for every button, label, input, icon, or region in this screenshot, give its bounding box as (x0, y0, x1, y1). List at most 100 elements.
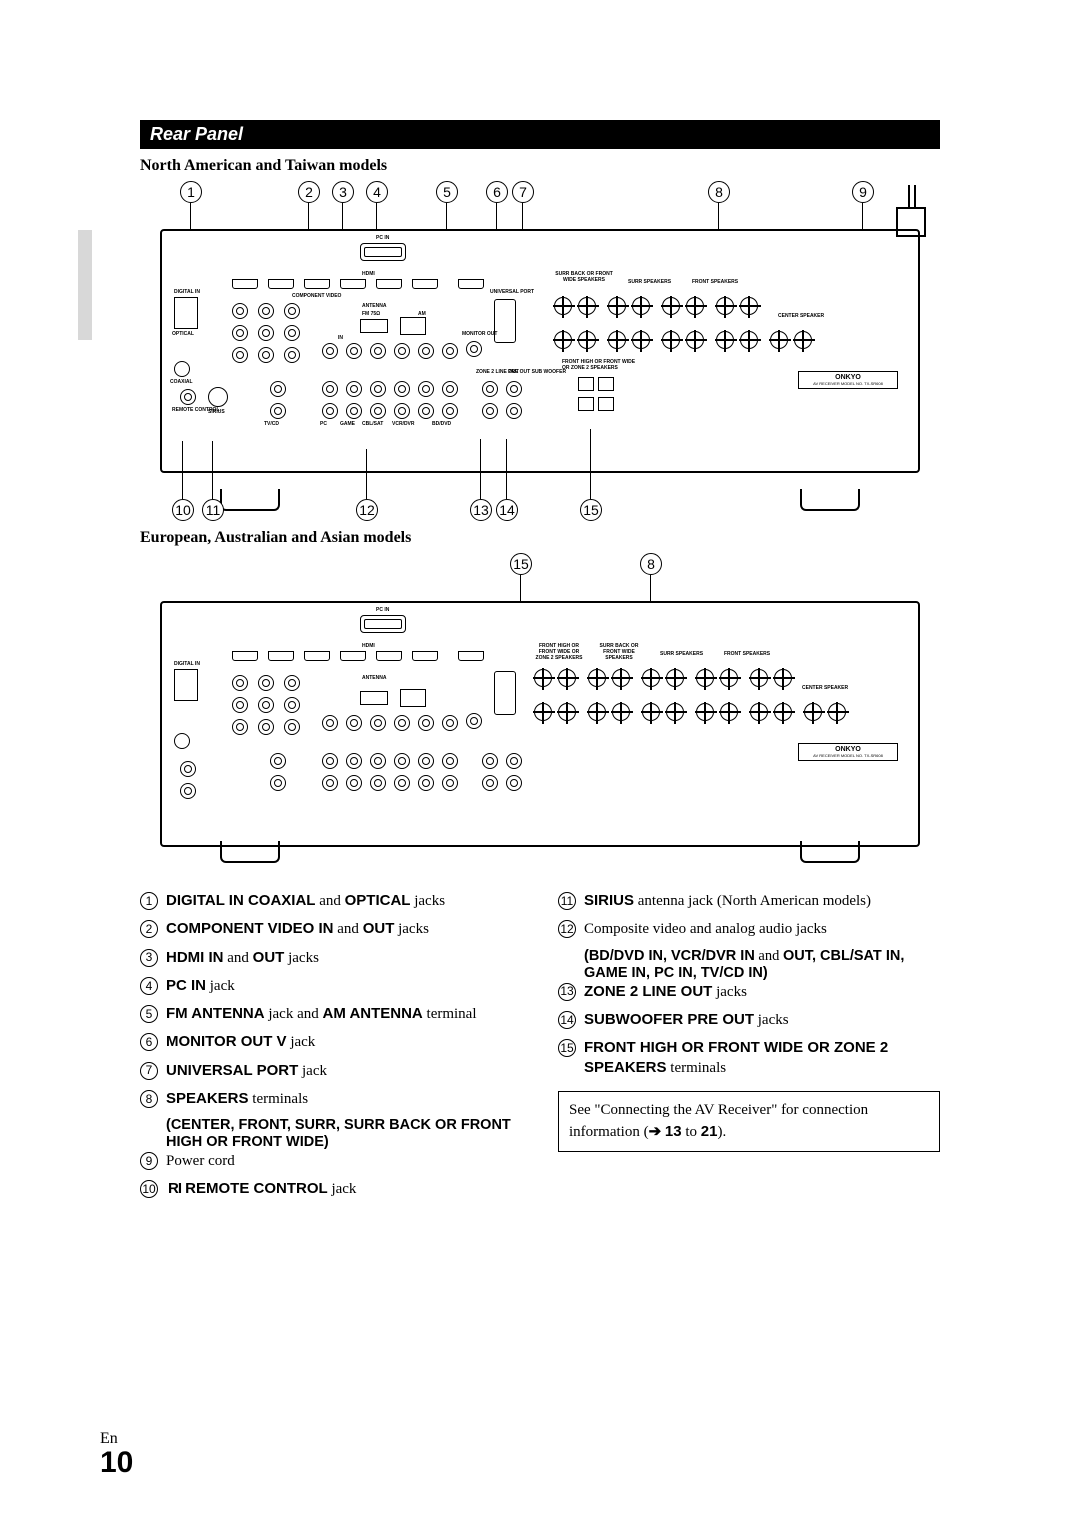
page-footer: En 10 (100, 1430, 133, 1478)
legend-number: 11 (558, 892, 576, 910)
hdmi-out (458, 279, 484, 289)
callout-1: 1 (180, 181, 202, 203)
legend-number: 15 (558, 1039, 576, 1057)
legend-number: 9 (140, 1152, 158, 1170)
legend-text: Power cord (166, 1151, 235, 1171)
legend-item-4: 4PC IN jack (140, 976, 522, 996)
coax-1 (174, 361, 190, 377)
legend-item-3: 3 HDMI IN and OUT jacks (140, 948, 522, 968)
label-hdmi: HDMI (362, 271, 375, 277)
hdmi-5 (376, 279, 402, 289)
legend-text: SUBWOOFER PRE OUT jacks (584, 1010, 789, 1030)
callout-5: 5 (436, 181, 458, 203)
callout-14: 14 (496, 499, 518, 521)
label-in: IN (338, 335, 343, 341)
subheading-na: North American and Taiwan models (140, 157, 940, 175)
diagram-na: 1 2 3 4 5 6 7 8 9 PC IN HDMI DIGITAL IN … (140, 181, 940, 521)
callout-13: 13 (470, 499, 492, 521)
note-post: ). (717, 1124, 726, 1140)
legend-text: Composite video and analog audio jacks (584, 919, 827, 939)
label-uport: UNIVERSAL PORT (490, 289, 534, 295)
legend-item-14: 14 SUBWOOFER PRE OUT jacks (558, 1010, 940, 1030)
callout-2: 2 (298, 181, 320, 203)
legend-col-left: 1DIGITAL IN COAXIAL and OPTICAL jacks 2 CO… (140, 891, 522, 1208)
legend-number: 4 (140, 977, 158, 995)
label-surr-eu: SURR SPEAKERS (660, 651, 703, 657)
legend-number: 10 (140, 1180, 158, 1198)
label-optical: OPTICAL (172, 331, 194, 337)
label-fronthigh: FRONT HIGH OR FRONT WIDE OR ZONE 2 SPEAK… (562, 359, 642, 371)
legend-text: COMPONENT VIDEO IN and OUT jacks (166, 919, 429, 939)
legend-item-6: 6 MONITOR OUT V jack (140, 1032, 522, 1052)
legend-number: 14 (558, 1011, 576, 1029)
legend-item-1: 1DIGITAL IN COAXIAL and OPTICAL jacks (140, 891, 522, 911)
legend-text: FM ANTENNA jack and AM ANTENNA terminal (166, 1004, 477, 1024)
legend-item-12: 12 Composite video and analog audio jacks (558, 919, 940, 939)
legend-number: 3 (140, 949, 158, 967)
legend-item-8: 8 SPEAKERS terminals (140, 1089, 522, 1109)
label-center-eu: CENTER SPEAKER (802, 685, 848, 691)
note-mid: to (682, 1124, 701, 1140)
legend-number: 2 (140, 920, 158, 938)
label-pcin-eu: PC IN (376, 607, 389, 613)
label-front: FRONT SPEAKERS (692, 279, 738, 285)
note-p2: 21 (701, 1123, 718, 1140)
brand-text: ONKYO (801, 374, 895, 381)
optical-block (174, 297, 198, 329)
label-fronthigh-eu: FRONT HIGH OR FRONT WIDE OR ZONE 2 SPEAK… (534, 643, 584, 661)
label-front-eu: FRONT SPEAKERS (724, 651, 770, 657)
label-coaxial: COAXIAL (170, 379, 193, 385)
legend-sub: (BD/DVD IN, VCR/DVR IN and OUT, CBL/SAT … (584, 948, 940, 982)
legend-number: 1 (140, 892, 158, 910)
legend-item-2: 2 COMPONENT VIDEO IN and OUT jacks (140, 919, 522, 939)
label-fm: FM 75Ω (362, 311, 380, 317)
callout-4: 4 (366, 181, 388, 203)
legend-item-13: 13ZONE 2 LINE OUT jacks (558, 982, 940, 1002)
subheading-eu: European, Australian and Asian models (140, 529, 940, 547)
callout-10: 10 (172, 499, 194, 521)
label-digitalin: DIGITAL IN (174, 289, 200, 295)
callout-3: 3 (332, 181, 354, 203)
callout-9: 9 (852, 181, 874, 203)
legend-number: 12 (558, 920, 576, 938)
vga-port (360, 243, 406, 261)
section-header: Rear Panel (140, 120, 940, 149)
legend-text: ZONE 2 LINE OUT jacks (584, 982, 747, 1002)
legend-text: SIRIUS antenna jack (North American mode… (584, 891, 871, 911)
legend-number: 5 (140, 1005, 158, 1023)
legend-text: MONITOR OUT V jack (166, 1032, 315, 1052)
label-surrback-eu: SURR BACK OR FRONT WIDE SPEAKERS (594, 643, 644, 661)
diagram-eu: 15 8 PC IN HDMI DIGITAL IN ANTENNA (140, 553, 940, 873)
label-antenna: ANTENNA (362, 303, 386, 309)
callout-15: 15 (580, 499, 602, 521)
label-sirius: SIRIUS (208, 409, 225, 415)
label-tvcd: TV/CD (264, 421, 279, 427)
label-hdmi-eu: HDMI (362, 643, 375, 649)
brand-text-eu: ONKYO (801, 746, 895, 753)
note-box: See "Connecting the AV Receiver" for con… (558, 1091, 940, 1152)
legend-text: SPEAKERS terminals (166, 1089, 308, 1109)
label-center: CENTER SPEAKER (778, 313, 824, 319)
note-arrow: ➔ (649, 1123, 662, 1140)
model-text-eu: AV RECEIVER MODEL NO. TX-SR608 (801, 753, 895, 758)
legend-number: 8 (140, 1090, 158, 1108)
label-pcin: PC IN (376, 235, 389, 241)
legend-sub: (CENTER, FRONT, SURR, SURR BACK OR FRONT… (166, 1117, 522, 1151)
label-surr: SURR SPEAKERS (628, 279, 671, 285)
legend-item-7: 7 UNIVERSAL PORT jack (140, 1061, 522, 1081)
legend-text: UNIVERSAL PORT jack (166, 1061, 327, 1081)
legend-item-15: 15 FRONT HIGH OR FRONT WIDE OR ZONE 2 SPE… (558, 1038, 940, 1079)
note-p1: 13 (665, 1123, 682, 1140)
brand-badge-eu: ONKYO AV RECEIVER MODEL NO. TX-SR608 (798, 743, 898, 761)
hdmi-6 (412, 279, 438, 289)
model-text: AV RECEIVER MODEL NO. TX-SR608 (801, 381, 895, 386)
legend-number: 6 (140, 1033, 158, 1051)
legend-text: FRONT HIGH OR FRONT WIDE OR ZONE 2 SPEAK… (584, 1038, 940, 1079)
side-tab (78, 230, 92, 340)
callout-6: 6 (486, 181, 508, 203)
legend-item-5: 5 FM ANTENNA jack and AM ANTENNA terminal (140, 1004, 522, 1024)
legend-text: RI REMOTE CONTROL jack (166, 1179, 356, 1199)
legend-item-9: 9 Power cord (140, 1151, 522, 1171)
legend-text: HDMI IN and OUT jacks (166, 948, 319, 968)
legend-number: 7 (140, 1062, 158, 1080)
